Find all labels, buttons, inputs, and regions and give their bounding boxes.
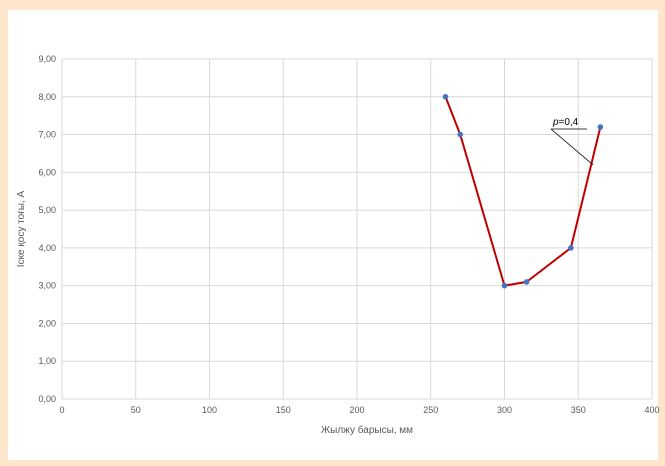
y-tick-label: 7,00 <box>38 130 56 140</box>
data-point <box>568 245 574 251</box>
annotation-label: p=0,4 <box>552 117 579 128</box>
x-tick-label: 200 <box>349 405 364 415</box>
annotation-p: p=0,4 <box>550 117 594 166</box>
x-tick-label: 100 <box>202 405 217 415</box>
y-tick-label: 3,00 <box>38 281 56 291</box>
y-tick-label: 5,00 <box>38 205 56 215</box>
series-line <box>444 96 602 287</box>
x-axis-title: Жылжу барысы, мм <box>321 424 413 436</box>
annotation-symbol: p <box>552 117 559 128</box>
annotation-value: =0,4 <box>559 117 579 128</box>
data-point <box>457 131 464 138</box>
y-tick-label: 1,00 <box>38 356 56 366</box>
data-point <box>597 124 604 130</box>
x-axis-ticks: 0 50 100 150 200 250 300 350 400 <box>59 405 659 415</box>
x-tick-label: 50 <box>131 405 141 415</box>
data-point <box>523 279 530 285</box>
y-axis-title: Іске қосу тоғы, А <box>16 190 27 267</box>
gridlines <box>61 58 653 400</box>
y-tick-label: 9,00 <box>38 54 56 64</box>
data-point <box>501 282 508 289</box>
series-group <box>442 93 604 289</box>
y-axis-ticks: 0,00 1,00 2,00 3,00 4,00 5,00 6,00 7,00 8,00 9,00 <box>38 54 56 404</box>
x-tick-label: 400 <box>644 405 659 415</box>
y-tick-label: 0,00 <box>38 394 56 404</box>
data-point <box>442 93 449 100</box>
x-tick-label: 350 <box>571 405 586 415</box>
annotation-leader-line <box>550 128 594 166</box>
x-tick-label: 150 <box>276 405 291 415</box>
y-tick-label: 4,00 <box>38 243 56 253</box>
y-tick-label: 6,00 <box>38 167 56 177</box>
x-tick-label: 250 <box>423 405 438 415</box>
x-tick-label: 300 <box>497 405 512 415</box>
y-tick-label: 2,00 <box>38 318 56 328</box>
chart-area <box>8 10 658 460</box>
x-tick-label: 0 <box>59 405 64 415</box>
y-tick-label: 8,00 <box>38 92 56 102</box>
